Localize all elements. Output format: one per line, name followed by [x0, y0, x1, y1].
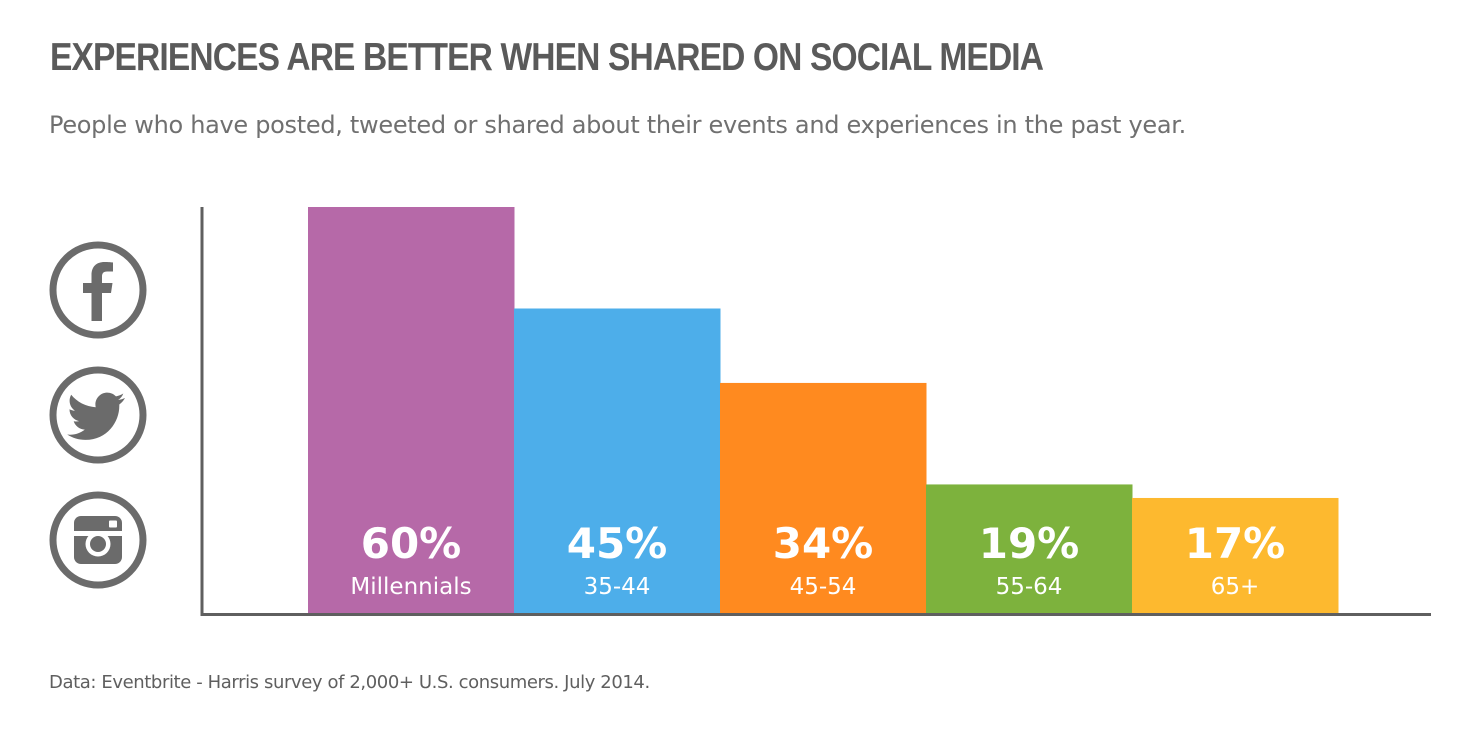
- chart-subtitle: People who have posted, tweeted or share…: [49, 111, 1186, 139]
- bar-millennials: [308, 207, 515, 613]
- bar-35-44: [514, 308, 721, 613]
- bar-value-label: 34%: [773, 519, 874, 568]
- bar-value-label: 60%: [361, 519, 462, 568]
- bar-value-label: 17%: [1185, 519, 1286, 568]
- bar-category-label: 65+: [1211, 574, 1260, 600]
- chart-title: EXPERIENCES ARE BETTER WHEN SHARED ON SO…: [50, 36, 1044, 79]
- bar-category-label: 35-44: [584, 574, 651, 600]
- instagram-icon: [49, 491, 147, 589]
- bar-category-label: Millennials: [350, 574, 471, 600]
- source-note: Data: Eventbrite - Harris survey of 2,00…: [49, 672, 650, 693]
- bar-65: [1132, 497, 1339, 613]
- bar-value-label: 45%: [567, 519, 668, 568]
- bar-value-label: 19%: [979, 519, 1080, 568]
- bar-55-64: [926, 484, 1133, 613]
- twitter-icon: [49, 366, 147, 464]
- bar-category-label: 45-54: [790, 574, 857, 600]
- facebook-icon: [49, 241, 147, 339]
- bar-45-54: [720, 382, 927, 613]
- bar-category-label: 55-64: [996, 574, 1063, 600]
